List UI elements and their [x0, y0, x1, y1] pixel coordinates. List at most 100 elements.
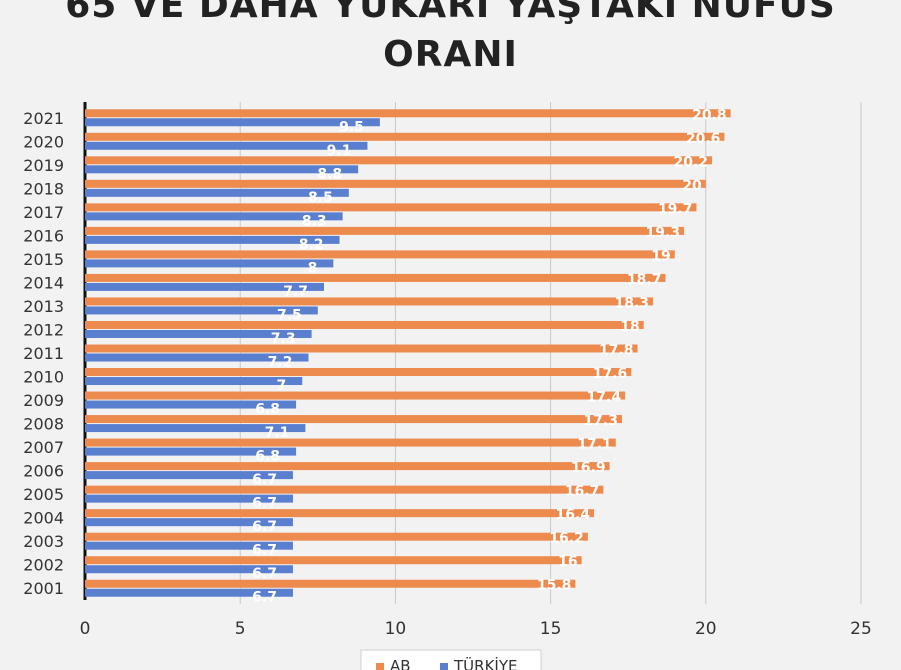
bar-ab — [85, 132, 725, 141]
x-tick-label: 20 — [695, 619, 717, 639]
data-label-ab: 20.2 — [673, 154, 708, 170]
bar-turkiye — [85, 471, 293, 480]
data-label-turkiye: 6.7 — [252, 519, 277, 535]
data-label-ab: 20 — [682, 178, 702, 194]
bar-turkiye — [85, 165, 359, 174]
bar-turkiye — [85, 588, 293, 597]
data-label-turkiye: 7 — [277, 378, 287, 394]
category-label: 2006 — [23, 462, 64, 481]
data-label-ab: 15.8 — [537, 578, 572, 594]
legend-swatch — [376, 663, 384, 670]
bar-ab — [85, 344, 638, 353]
data-label-ab: 19 — [651, 248, 670, 264]
chart-title-line-2: ORANI — [383, 34, 518, 75]
bar-ab — [85, 203, 697, 212]
data-label-ab: 16.9 — [571, 460, 606, 476]
bar-ab — [85, 250, 675, 259]
data-label-turkiye: 6.7 — [252, 496, 277, 512]
bar-turkiye — [85, 141, 368, 150]
bar-ab — [85, 368, 632, 377]
bar-ab — [85, 532, 588, 541]
category-label: 2013 — [23, 297, 64, 316]
bar-turkiye — [85, 235, 340, 244]
data-label-ab: 17.3 — [583, 413, 618, 429]
data-label-turkiye: 6.7 — [252, 472, 277, 488]
value-axis: 0 5 10 15 20 25 — [80, 619, 872, 639]
category-label: 2010 — [23, 368, 64, 387]
data-label-ab: 17.6 — [593, 366, 628, 382]
data-label-turkiye: 8.5 — [308, 190, 333, 206]
data-label-turkiye: 6.7 — [252, 566, 277, 582]
bar-ab — [85, 556, 582, 565]
x-tick-label: 0 — [80, 619, 91, 639]
bar-ab — [85, 391, 626, 400]
category-label: 2019 — [23, 156, 64, 175]
category-label: 2005 — [23, 485, 64, 504]
legend-box — [360, 649, 542, 670]
data-label-ab: 17.1 — [577, 437, 612, 453]
gridlines — [83, 102, 862, 604]
data-label-turkiye: 7.3 — [271, 331, 296, 347]
legend-label: TÜRKİYE — [453, 656, 517, 670]
bar-turkiye — [85, 282, 325, 291]
bar-ab — [85, 156, 713, 165]
data-label-turkiye: 8.8 — [317, 166, 342, 182]
category-label: 2004 — [23, 509, 64, 528]
bar-turkiye — [85, 518, 293, 527]
bar-ab — [85, 438, 616, 447]
bar-turkiye — [85, 424, 306, 433]
data-label-turkiye: 8.3 — [302, 213, 327, 229]
data-label-turkiye: 6.8 — [255, 402, 280, 418]
bar-ab — [85, 462, 610, 471]
category-label: 2007 — [23, 438, 64, 457]
data-label-turkiye: 7.2 — [268, 355, 293, 371]
x-tick-label: 15 — [540, 619, 562, 639]
category-label: 2012 — [23, 320, 64, 339]
category-label: 2008 — [23, 415, 64, 434]
bar-ab — [85, 179, 706, 188]
x-tick-label: 5 — [235, 619, 246, 639]
category-label: 2021 — [23, 109, 64, 128]
x-tick-label: 25 — [850, 619, 872, 639]
data-label-ab: 17.4 — [587, 390, 622, 406]
bar-turkiye — [85, 494, 293, 503]
data-label-turkiye: 6.8 — [255, 449, 280, 465]
chart-title-line-1: 65 VE DAHA YUKARI YAŞTAKİ NÜFUS — [65, 0, 836, 26]
bars — [85, 109, 731, 597]
bar-turkiye — [85, 541, 293, 550]
data-label-turkiye: 6.7 — [252, 543, 277, 559]
category-label: 2003 — [23, 532, 64, 551]
category-axis: 2001 2002 2003 2004 2005 2006 2007 2008 2009 2010… — [23, 109, 64, 598]
x-tick-label: 10 — [385, 619, 407, 639]
data-label-ab: 16 — [558, 554, 577, 570]
bar-ab — [85, 579, 576, 588]
bar-turkiye — [85, 377, 303, 386]
bar-ab — [85, 320, 644, 329]
category-label: 2001 — [23, 579, 64, 598]
data-label-ab: 17.8 — [599, 343, 634, 359]
bar-turkiye — [85, 212, 343, 221]
bar-turkiye — [85, 329, 312, 338]
bar-turkiye — [85, 188, 349, 197]
bar-ab — [85, 485, 604, 494]
bar-ab — [85, 297, 654, 306]
data-label-turkiye: 9.5 — [339, 119, 364, 135]
data-label-ab: 20.6 — [686, 131, 721, 147]
bar-turkiye — [85, 259, 334, 268]
bar-turkiye — [85, 400, 297, 409]
data-label-ab: 16.4 — [556, 507, 591, 523]
category-label: 2002 — [23, 556, 64, 575]
data-label-turkiye: 7.5 — [277, 307, 302, 323]
data-label-ab: 18 — [620, 319, 639, 335]
data-label-turkiye: 7.1 — [265, 425, 290, 441]
bar-turkiye — [85, 353, 309, 362]
data-label-turkiye: 8.2 — [299, 237, 324, 253]
bar-ab — [85, 273, 666, 282]
legend: AB TÜRKİYE — [360, 649, 542, 670]
category-label: 2020 — [23, 132, 64, 151]
legend-label: AB — [390, 657, 411, 670]
data-label-ab: 19.7 — [658, 201, 693, 217]
bar-turkiye — [85, 447, 297, 456]
category-label: 2017 — [23, 203, 64, 222]
